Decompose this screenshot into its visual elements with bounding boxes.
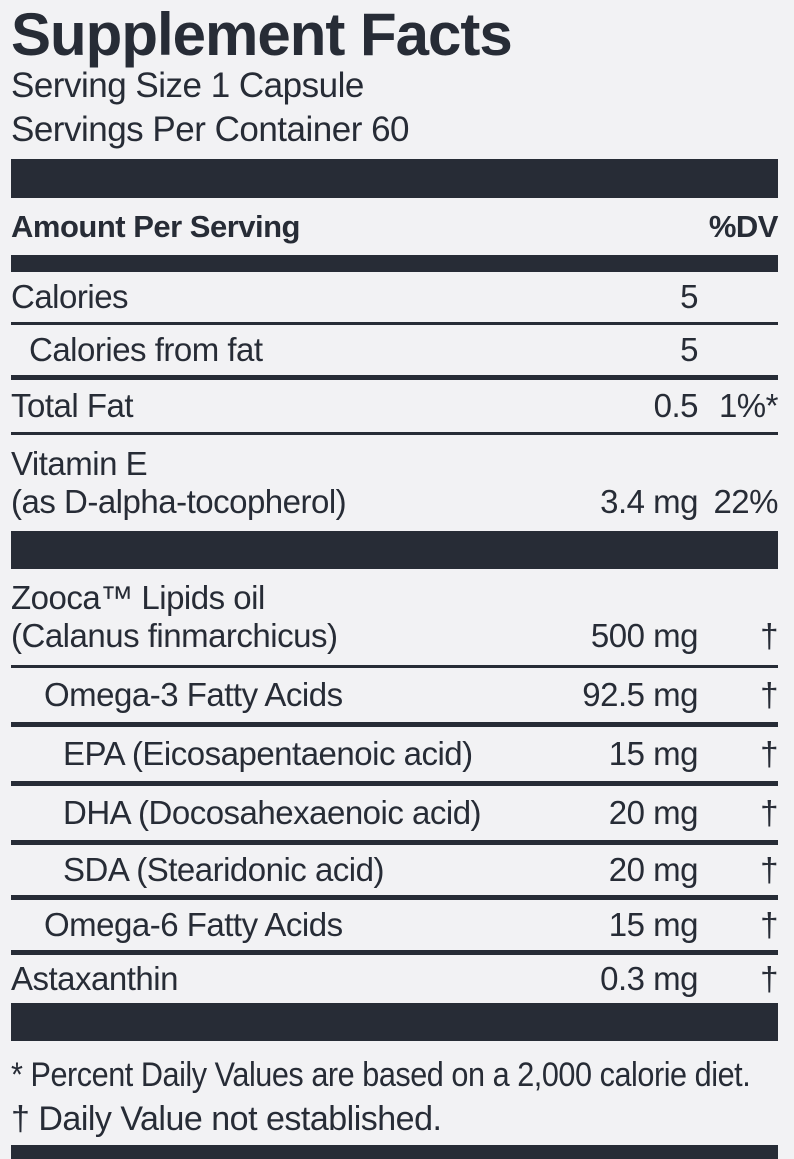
row-divider [11,895,778,900]
bottom-border-bar [11,1145,778,1159]
nutrient-amount: 20 mg [608,851,699,888]
row-divider [11,322,778,325]
row-divider [11,665,778,668]
nutrient-dv: † [760,960,778,997]
table-row-sda: SDA (Stearidonic acid) 20 mg † [11,845,779,895]
nutrient-amount: 5 [680,278,698,315]
table-row-astaxanthin: Astaxanthin 0.3 mg † [11,955,779,1003]
servings-per-container: Servings Per Container 60 [11,110,410,149]
nutrient-name: Total Fat [11,387,134,424]
nutrient-amount: 500 mg [590,617,699,654]
nutrient-dv: † [760,906,778,943]
nutrient-dv: † [760,851,778,888]
table-row-total-fat: Total Fat 0.5 1%* [11,380,779,432]
row-divider [11,722,778,727]
nutrient-source: (Calanus finmarchicus) [11,617,338,654]
nutrient-name: Omega-6 Fatty Acids [44,906,343,943]
table-header: Amount Per Serving %DV [11,198,779,255]
nutrient-name: Calories from fat [29,331,263,368]
footnotes: * Percent Daily Values are based on a 2,… [11,1041,778,1141]
nutrient-name: DHA (Docosahexaenoic acid) [63,794,482,831]
percent-dv-footnote: * Percent Daily Values are based on a 2,… [11,1056,751,1094]
nutrient-amount: 92.5 mg [582,676,698,713]
header-divider-bar [11,255,778,272]
nutrient-dv: † [760,617,778,654]
nutrient-name: SDA (Stearidonic acid) [63,851,384,888]
nutrient-amount: 5 [680,331,698,368]
table-row-vitamin-e: Vitamin E (as D-alpha-tocopherol) 3.4 mg … [11,435,779,531]
table-row-zooca-lipids-oil: Zooca™ Lipids oil (Calanus finmarchicus) … [11,569,779,665]
row-divider [11,781,778,786]
row-divider [11,950,778,955]
table-row-omega3: Omega-3 Fatty Acids 92.5 mg † [11,668,779,722]
table-row-epa: EPA (Eicosapentaenoic acid) 15 mg † [11,727,779,781]
nutrient-dv: 22% [713,483,778,520]
nutrient-amount: 15 mg [608,735,699,772]
row-divider [11,840,778,845]
nutrient-name: Calories [11,278,129,315]
nutrient-dv: 1%* [718,387,779,424]
nutrient-source: (as D-alpha-tocopherol) [11,483,347,520]
section-divider-bar [11,531,778,569]
row-divider [11,432,778,435]
nutrient-amount: 0.3 mg [600,960,698,997]
section-divider-bar [11,1003,778,1041]
section-divider-bar [11,159,778,198]
nutrient-name: EPA (Eicosapentaenoic acid) [63,735,473,772]
table-row-dha: DHA (Docosahexaenoic acid) 20 mg † [11,786,779,840]
table-row-omega6: Omega-6 Fatty Acids 15 mg † [11,900,779,950]
amount-per-serving-label: Amount Per Serving [11,209,301,244]
nutrient-amount: 3.4 mg [600,483,698,520]
percent-dv-label: %DV [708,209,779,244]
nutrient-dv: † [760,794,778,831]
nutrient-amount: 0.5 [653,387,699,424]
panel-title: Supplement Facts [11,1,513,68]
row-divider [11,375,778,380]
nutrient-amount: 20 mg [608,794,699,831]
serving-size: Serving Size 1 Capsule [11,66,364,105]
table-row-calories-from-fat: Calories from fat 5 [11,325,778,375]
nutrient-name: Astaxanthin [11,960,178,997]
nutrient-dv: † [760,676,778,713]
nutrient-name: Vitamin E (as D-alpha-tocopherol) [11,445,600,521]
dagger-footnote: † Daily Value not established. [11,1100,442,1138]
nutrient-name: Zooca™ Lipids oil (Calanus finmarchicus) [11,579,591,655]
nutrient-dv: † [760,735,778,772]
table-row-calories: Calories 5 [11,272,778,322]
nutrient-name: Omega-3 Fatty Acids [44,676,343,713]
nutrient-amount: 15 mg [608,906,699,943]
